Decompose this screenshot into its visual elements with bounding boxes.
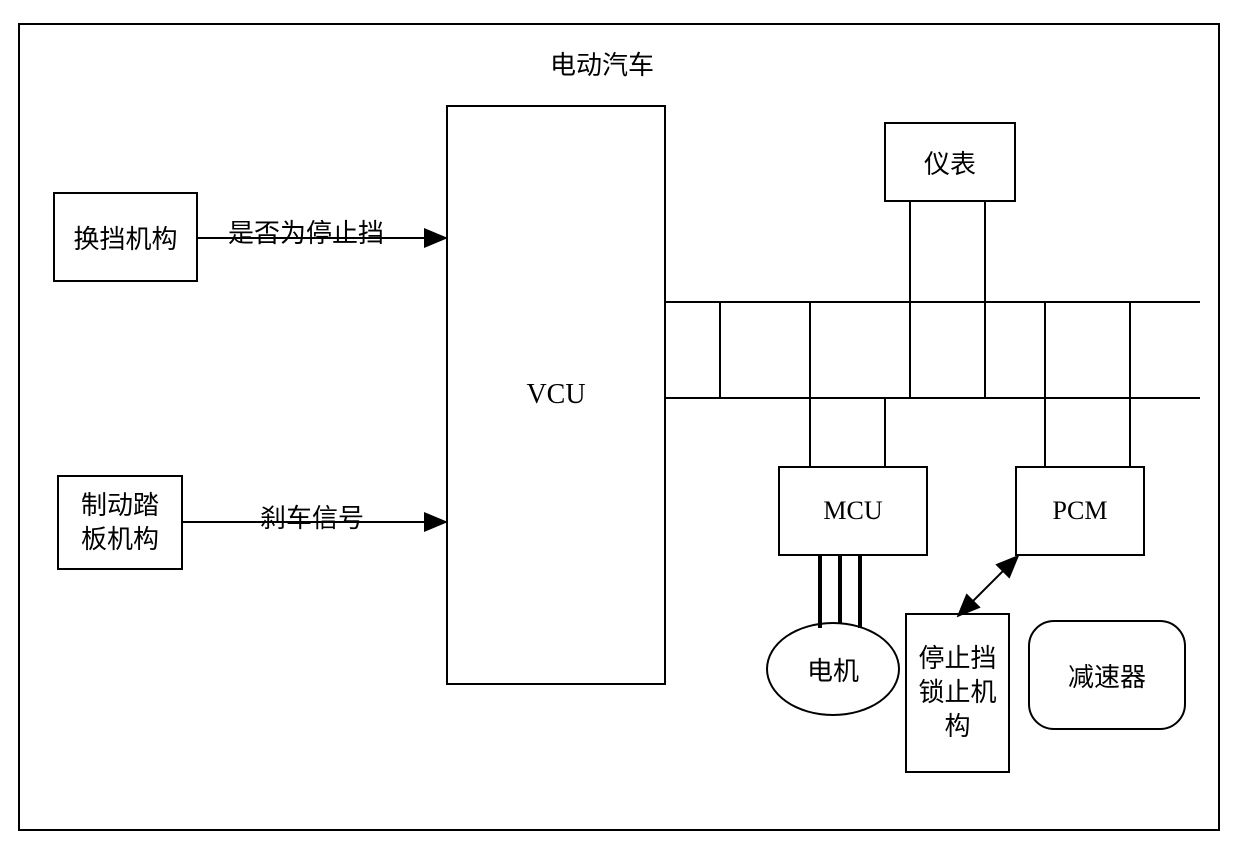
node-mcu-label: MCU — [823, 496, 882, 526]
diagram-title: 电动汽车 — [550, 45, 654, 82]
node-reducer: 减速器 — [1028, 620, 1186, 730]
node-pcm-label: PCM — [1053, 496, 1108, 526]
node-shift-mechanism: 换挡机构 — [53, 192, 198, 282]
node-motor: 电机 — [766, 622, 900, 716]
node-reducer-label: 减速器 — [1068, 657, 1146, 694]
node-instrument-label: 仪表 — [924, 144, 976, 181]
node-brake-pedal: 制动踏板机构 — [57, 475, 183, 570]
node-stop-lock: 停止挡锁止机构 — [905, 613, 1010, 773]
diagram-canvas: 电动汽车 换挡机构 制动踏板机构 VCU 仪表 MCU PCM 电机 停止挡锁止… — [0, 0, 1240, 861]
edge-label-is-stop-gear: 是否为停止挡 — [228, 213, 384, 250]
edge-label-brake-signal: 刹车信号 — [260, 498, 364, 535]
node-instrument: 仪表 — [884, 122, 1016, 202]
node-vcu: VCU — [446, 105, 666, 685]
node-mcu: MCU — [778, 466, 928, 556]
node-stoplock-label: 停止挡锁止机构 — [918, 642, 996, 743]
node-motor-label: 电机 — [807, 651, 859, 688]
node-pcm: PCM — [1015, 466, 1145, 556]
node-vcu-label: VCU — [526, 379, 585, 411]
node-brake-label: 制动踏板机构 — [81, 489, 159, 557]
node-shift-label: 换挡机构 — [73, 219, 177, 256]
